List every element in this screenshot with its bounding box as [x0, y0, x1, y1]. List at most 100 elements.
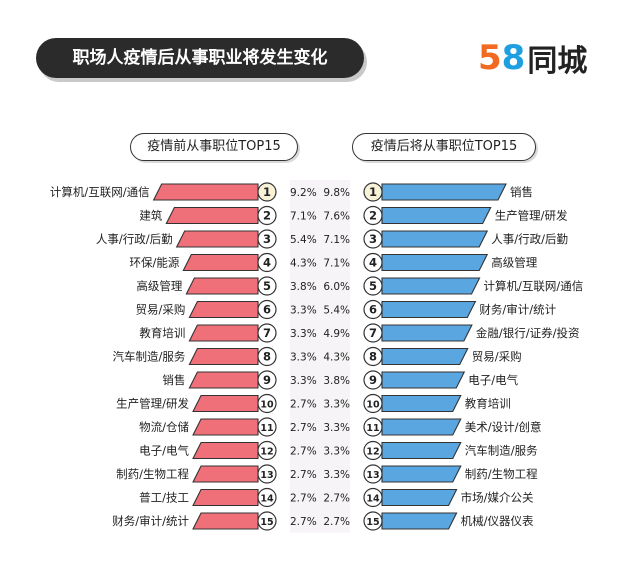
after-rank-badge — [363, 417, 383, 437]
before-rank-number: 11 — [260, 423, 273, 434]
after-rank-badge — [363, 205, 383, 226]
after-bar — [381, 418, 462, 436]
after-bar — [381, 206, 492, 225]
after-value-label: 7.1% — [323, 258, 350, 270]
before-rank-number: 14 — [260, 494, 274, 505]
before-rank-badge — [257, 393, 277, 414]
after-category-label: 美术/设计/创意 — [465, 420, 542, 434]
after-rank-badge — [363, 229, 383, 249]
after-bar — [381, 512, 458, 530]
after-category-label: 贸易/采购 — [472, 350, 522, 364]
before-category-label: 高级管理 — [136, 279, 182, 293]
after-category-label: 高级管理 — [491, 256, 537, 270]
after-bar — [381, 488, 458, 507]
before-bar — [192, 418, 259, 436]
before-value-label: 2.7% — [290, 469, 317, 481]
after-rank-badge — [363, 323, 383, 343]
after-value-label: 4.3% — [323, 352, 350, 364]
before-value-label: 3.8% — [290, 281, 317, 293]
before-bar — [185, 277, 259, 295]
after-rank-number: 11 — [366, 423, 379, 434]
before-value-label: 5.4% — [290, 234, 317, 246]
before-value-label: 2.7% — [290, 493, 317, 505]
before-bar — [192, 394, 259, 413]
before-rank-badge — [257, 205, 277, 226]
before-rank-number: 4 — [263, 256, 271, 270]
before-rank-number: 2 — [263, 209, 271, 223]
before-rank-badge — [257, 299, 277, 320]
before-rank-number: 15 — [260, 517, 273, 528]
after-rank-number: 2 — [369, 209, 377, 223]
before-bar — [175, 230, 259, 248]
before-category-label: 环保/能源 — [129, 256, 179, 270]
after-rank-badge — [363, 464, 383, 484]
after-bar — [381, 441, 462, 460]
before-category-label: 电子/电气 — [139, 444, 189, 458]
before-rank-number: 13 — [260, 470, 273, 481]
after-rank-number: 5 — [369, 279, 377, 293]
after-category-label: 教育培训 — [465, 397, 511, 411]
after-bar — [381, 324, 473, 342]
after-bar — [381, 371, 466, 389]
after-category-label: 生产管理/研发 — [495, 209, 568, 223]
before-rank-number: 1 — [263, 185, 271, 199]
after-rank-badge — [363, 487, 383, 508]
after-rank-badge — [363, 252, 383, 273]
after-rank-number: 13 — [366, 470, 379, 481]
after-chart-title: 疫情后将从事职位TOP15 — [352, 133, 536, 161]
logo-digit-5: 5 — [478, 38, 502, 78]
before-category-label: 生产管理/研发 — [116, 397, 189, 411]
before-value-label: 3.3% — [290, 375, 317, 387]
before-value-label: 2.7% — [290, 516, 317, 528]
before-bar — [192, 441, 259, 460]
before-chart-title: 疫情前从事职位TOP15 — [130, 133, 298, 161]
after-value-label: 3.3% — [323, 399, 350, 411]
after-bar — [381, 465, 462, 483]
page-title: 职场人疫情后从事职业将发生变化 — [36, 38, 364, 78]
after-category-label: 制药/生物工程 — [465, 467, 538, 481]
before-rank-badge — [257, 276, 277, 296]
after-value-label: 7.6% — [323, 211, 350, 223]
after-category-label: 计算机/互联网/通信 — [484, 279, 584, 293]
after-rank-number: 3 — [369, 232, 377, 246]
before-rank-badge — [257, 464, 277, 484]
before-rank-badge — [257, 511, 277, 531]
after-value-label: 7.1% — [323, 234, 350, 246]
after-value-label: 2.7% — [323, 516, 350, 528]
after-value-label: 4.9% — [323, 328, 350, 340]
before-rank-number: 7 — [263, 326, 271, 340]
before-rank-number: 6 — [263, 303, 271, 317]
before-value-label: 2.7% — [290, 399, 317, 411]
before-value-label: 2.7% — [290, 422, 317, 434]
before-rank-badge — [257, 229, 277, 249]
before-rank-number: 9 — [263, 373, 271, 387]
logo-text: 同城 — [527, 44, 588, 79]
after-category-label: 财务/审计/统计 — [479, 303, 556, 317]
after-value-label: 2.7% — [323, 493, 350, 505]
before-category-label: 建筑 — [139, 209, 162, 223]
before-category-label: 销售 — [162, 373, 185, 387]
after-rank-badge — [363, 182, 383, 202]
after-rank-badge — [363, 276, 383, 296]
after-value-label: 3.8% — [323, 375, 350, 387]
after-rank-number: 8 — [369, 350, 377, 364]
after-value-label: 9.8% — [323, 187, 350, 199]
after-rank-number: 14 — [366, 494, 380, 505]
before-value-label: 2.7% — [290, 446, 317, 458]
before-bar — [165, 206, 259, 225]
after-category-label: 人事/行政/后勤 — [491, 232, 568, 246]
before-category-label: 汽车制造/服务 — [113, 350, 186, 364]
after-rank-number: 6 — [369, 303, 377, 317]
after-rank-badge — [363, 299, 383, 320]
after-category-label: 金融/银行/证券/投资 — [476, 326, 580, 340]
before-bar — [188, 324, 259, 342]
brand-logo: 5 8 同城 — [478, 38, 588, 79]
before-bar — [182, 253, 259, 272]
before-rank-number: 12 — [260, 447, 273, 458]
before-category-label: 普工/技工 — [139, 491, 189, 505]
before-category-label: 物流/仓储 — [139, 420, 189, 434]
before-rank-badge — [257, 487, 277, 508]
logo-digit-8: 8 — [501, 38, 526, 78]
